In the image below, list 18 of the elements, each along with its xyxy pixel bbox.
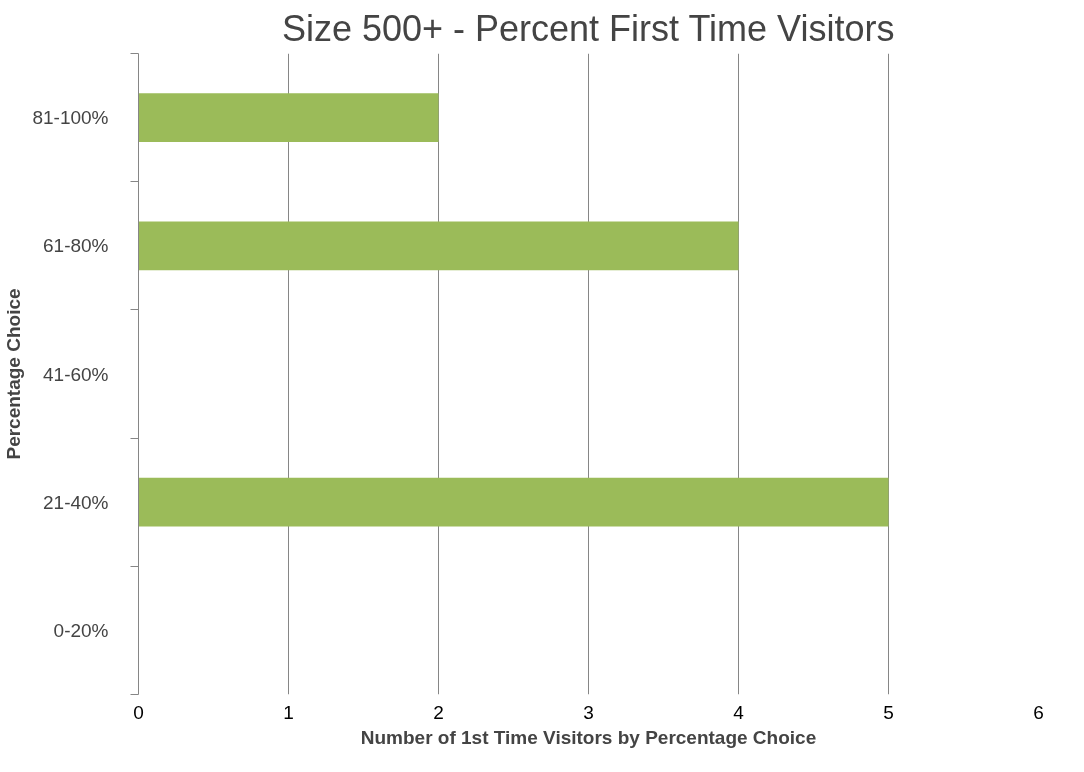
bar (138, 477, 889, 527)
x-tick-label: 0 (133, 701, 144, 723)
y-tick-label: 21-40% (43, 491, 109, 513)
bar (138, 93, 439, 142)
y-tick-label: 81-100% (32, 107, 109, 129)
x-tick-label: 3 (583, 701, 594, 723)
y-tick-label: 61-80% (43, 235, 109, 257)
x-axis-title: Number of 1st Time Visitors by Percentage Choice (360, 726, 817, 748)
x-tick-label: 2 (433, 701, 444, 723)
chart-title: Size 500+ - Percent First Time Visitors (281, 7, 895, 49)
y-tick-label: 41-60% (43, 363, 109, 385)
x-tick-label: 6 (1033, 701, 1044, 723)
x-tick-label: 5 (883, 701, 894, 723)
x-tick-label: 4 (733, 701, 745, 723)
x-tick-label: 1 (283, 701, 294, 723)
y-tick-label: 0-20% (53, 619, 109, 641)
bar (138, 221, 739, 271)
y-axis-title: Percentage Choice (3, 288, 25, 460)
